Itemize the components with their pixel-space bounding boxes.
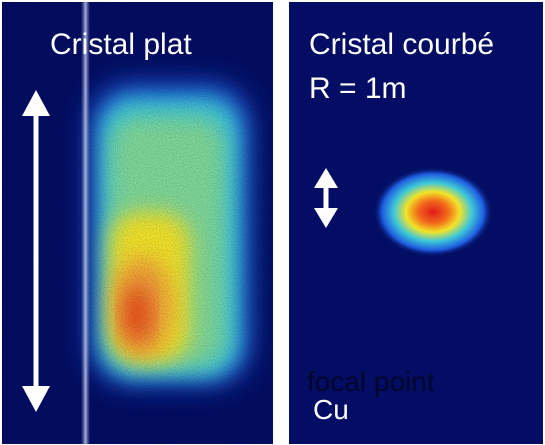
focused-spot-heatmap bbox=[373, 167, 493, 257]
curvature-radius-label: R = 1m bbox=[309, 72, 407, 105]
flat-spot-heatmap bbox=[2, 2, 273, 444]
detector-streak bbox=[81, 2, 90, 444]
vertical-size-arrow-icon bbox=[22, 90, 50, 412]
curved-crystal-title: Cristal courbé bbox=[309, 28, 495, 61]
focal-point-overlay-text: focal point bbox=[307, 366, 435, 397]
curved-crystal-image bbox=[314, 167, 493, 257]
curved-crystal-panel: Cristal courbé R = 1m focal point Cu bbox=[289, 2, 543, 444]
element-label-cu: Cu bbox=[313, 394, 349, 425]
small-vertical-arrow-icon bbox=[314, 168, 338, 228]
flat-crystal-title: Cristal plat bbox=[50, 28, 192, 61]
flat-crystal-image bbox=[2, 2, 273, 444]
flat-crystal-panel: Cristal plat bbox=[2, 2, 273, 444]
